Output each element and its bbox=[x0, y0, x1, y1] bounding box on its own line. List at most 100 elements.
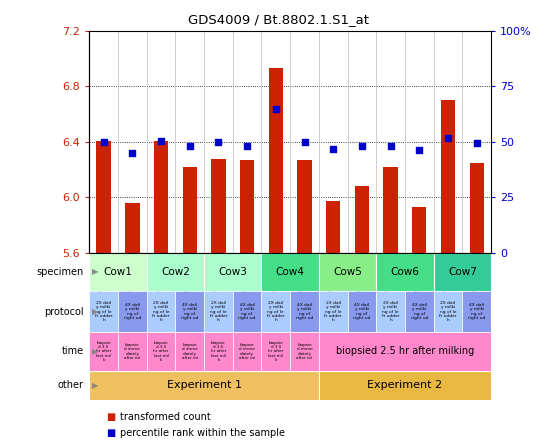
Bar bbox=[412, 207, 426, 253]
Text: 2X dail
y milki
ng of le
ft udder
h: 2X dail y milki ng of le ft udder h bbox=[210, 301, 227, 322]
Text: ▶: ▶ bbox=[92, 307, 99, 316]
Bar bbox=[240, 160, 254, 253]
Point bbox=[243, 143, 252, 150]
Text: 2X dail
y milki
ng of le
ft udder
h: 2X dail y milki ng of le ft udder h bbox=[324, 301, 342, 322]
Bar bbox=[233, 333, 262, 370]
Point bbox=[99, 139, 108, 146]
Bar bbox=[262, 333, 290, 370]
Bar bbox=[89, 253, 147, 291]
Text: 2X dail
y milki
ng of le
ft udder
h: 2X dail y milki ng of le ft udder h bbox=[439, 301, 457, 322]
Text: ■: ■ bbox=[106, 412, 116, 422]
Text: biopsie
d 3.5
hr after
last mil
k: biopsie d 3.5 hr after last mil k bbox=[153, 341, 169, 362]
Text: ▶: ▶ bbox=[92, 347, 99, 356]
Text: Cow4: Cow4 bbox=[276, 267, 305, 277]
Bar bbox=[319, 370, 491, 400]
Bar bbox=[290, 333, 319, 370]
Text: transformed count: transformed count bbox=[120, 412, 211, 422]
Text: 4X dail
y milki
ng of
right ud: 4X dail y milki ng of right ud bbox=[411, 303, 428, 320]
Bar bbox=[463, 291, 491, 333]
Bar bbox=[211, 159, 225, 253]
Bar bbox=[175, 291, 204, 333]
Text: biopsie
d imme
diately
after mi: biopsie d imme diately after mi bbox=[296, 343, 312, 360]
Text: 4X dail
y milki
ng of
right ud: 4X dail y milki ng of right ud bbox=[238, 303, 256, 320]
Text: biopsie
d imme
diately
after mi: biopsie d imme diately after mi bbox=[181, 343, 198, 360]
Text: 4X dail
y milki
ng of
right ud: 4X dail y milki ng of right ud bbox=[124, 303, 141, 320]
Text: Experiment 1: Experiment 1 bbox=[167, 380, 242, 390]
Text: biopsie
d 3.5
hr after
last mil
k: biopsie d 3.5 hr after last mil k bbox=[211, 341, 226, 362]
Bar bbox=[182, 167, 197, 253]
Text: 2X dail
y milki
ng of le
ft udder
h: 2X dail y milki ng of le ft udder h bbox=[382, 301, 400, 322]
Text: time: time bbox=[61, 346, 84, 357]
Point bbox=[271, 105, 280, 112]
Point bbox=[185, 143, 194, 150]
Text: ▶: ▶ bbox=[92, 381, 99, 389]
Bar bbox=[89, 291, 118, 333]
Bar bbox=[147, 333, 175, 370]
Text: Cow5: Cow5 bbox=[333, 267, 362, 277]
Text: Cow2: Cow2 bbox=[161, 267, 190, 277]
Text: ■: ■ bbox=[106, 428, 116, 438]
Bar bbox=[97, 141, 111, 253]
Text: specimen: specimen bbox=[36, 267, 84, 277]
Bar bbox=[319, 291, 348, 333]
Bar bbox=[405, 291, 434, 333]
Bar bbox=[319, 333, 491, 370]
Bar bbox=[118, 333, 147, 370]
Text: biopsie
d 3.5
hr after
last mil
k: biopsie d 3.5 hr after last mil k bbox=[268, 341, 283, 362]
Point bbox=[358, 143, 367, 150]
Text: GDS4009 / Bt.8802.1.S1_at: GDS4009 / Bt.8802.1.S1_at bbox=[189, 13, 369, 26]
Text: 4X dail
y milki
ng of
right ud: 4X dail y milki ng of right ud bbox=[181, 303, 199, 320]
Text: biopsied 2.5 hr after milking: biopsied 2.5 hr after milking bbox=[336, 346, 474, 357]
Bar bbox=[268, 68, 283, 253]
Bar bbox=[297, 160, 312, 253]
Text: ▶: ▶ bbox=[92, 267, 99, 276]
Text: protocol: protocol bbox=[44, 307, 84, 317]
Text: 4X dail
y milki
ng of
right ud: 4X dail y milki ng of right ud bbox=[353, 303, 371, 320]
Bar bbox=[204, 291, 233, 333]
Text: 4X dail
y milki
ng of
right ud: 4X dail y milki ng of right ud bbox=[296, 303, 313, 320]
Bar bbox=[348, 291, 376, 333]
Bar bbox=[154, 141, 168, 253]
Text: biopsie
d 3.5
hr after
last mil
k: biopsie d 3.5 hr after last mil k bbox=[96, 341, 111, 362]
Bar bbox=[376, 291, 405, 333]
Bar bbox=[262, 253, 319, 291]
Bar bbox=[469, 163, 484, 253]
Bar bbox=[204, 333, 233, 370]
Text: Cow3: Cow3 bbox=[218, 267, 247, 277]
Point bbox=[157, 137, 166, 144]
Bar bbox=[89, 333, 118, 370]
Text: 2X dail
y milki
ng of le
ft udder
h: 2X dail y milki ng of le ft udder h bbox=[267, 301, 285, 322]
Bar bbox=[175, 333, 204, 370]
Text: Cow1: Cow1 bbox=[104, 267, 132, 277]
Point bbox=[214, 139, 223, 146]
Text: 4X dail
y milki
ng of
right ud: 4X dail y milki ng of right ud bbox=[468, 303, 485, 320]
Bar bbox=[125, 203, 140, 253]
Point bbox=[472, 140, 481, 147]
Text: Cow7: Cow7 bbox=[448, 267, 477, 277]
Text: other: other bbox=[57, 380, 84, 390]
Bar bbox=[434, 253, 491, 291]
Text: 2X dail
y milki
ng of le
ft udder
h: 2X dail y milki ng of le ft udder h bbox=[95, 301, 113, 322]
Bar bbox=[262, 291, 290, 333]
Text: Experiment 2: Experiment 2 bbox=[367, 380, 442, 390]
Text: 2X dail
y milki
ng of le
ft udder
h: 2X dail y milki ng of le ft udder h bbox=[152, 301, 170, 322]
Bar bbox=[204, 253, 262, 291]
Bar bbox=[147, 253, 204, 291]
Bar bbox=[147, 291, 175, 333]
Text: percentile rank within the sample: percentile rank within the sample bbox=[120, 428, 285, 438]
Bar bbox=[118, 291, 147, 333]
Bar bbox=[441, 100, 455, 253]
Point bbox=[386, 143, 395, 150]
Point bbox=[444, 134, 453, 141]
Bar bbox=[319, 253, 376, 291]
Point bbox=[415, 147, 424, 154]
Bar bbox=[383, 167, 398, 253]
Bar bbox=[355, 186, 369, 253]
Bar bbox=[233, 291, 262, 333]
Bar bbox=[89, 370, 319, 400]
Text: biopsie
d imme
diately
after mi: biopsie d imme diately after mi bbox=[124, 343, 141, 360]
Bar bbox=[434, 291, 463, 333]
Text: Cow6: Cow6 bbox=[391, 267, 420, 277]
Point bbox=[300, 139, 309, 146]
Text: biopsie
d imme
diately
after mi: biopsie d imme diately after mi bbox=[239, 343, 255, 360]
